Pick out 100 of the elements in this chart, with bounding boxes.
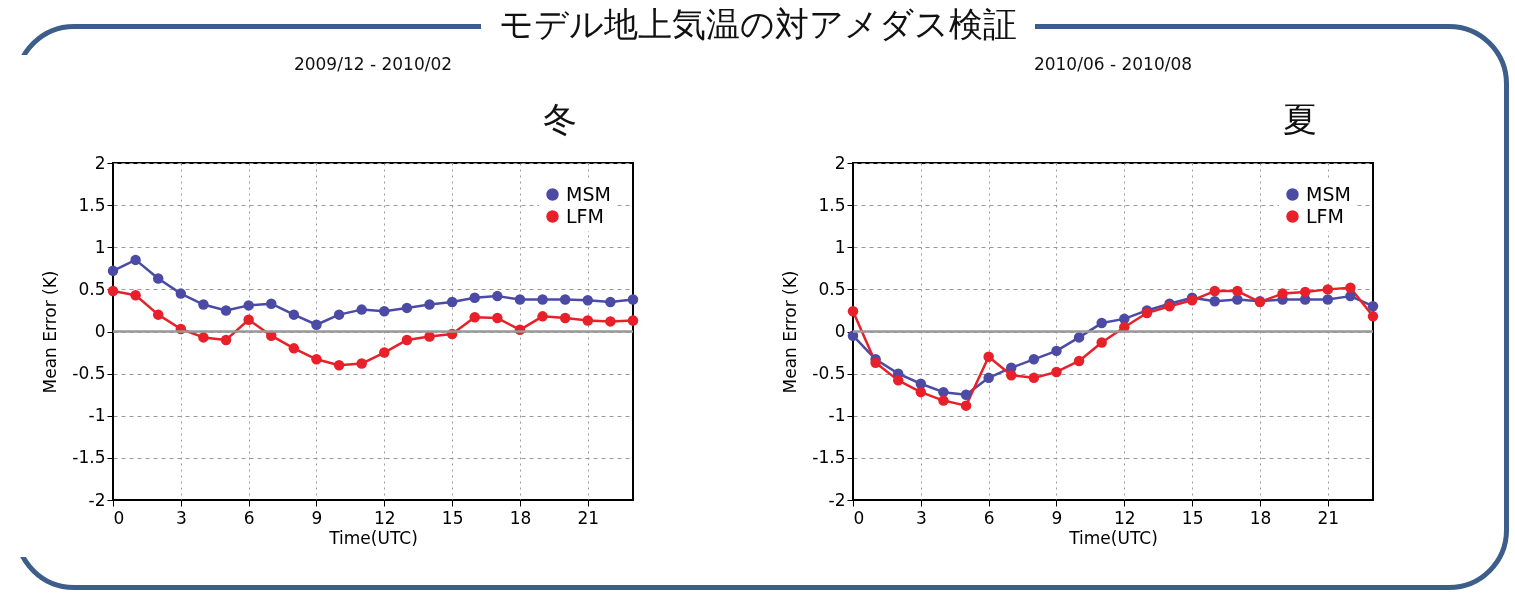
x-tick-label: 3 bbox=[175, 507, 187, 528]
point bbox=[514, 294, 526, 305]
y-tick-label: -1.5 bbox=[812, 447, 846, 468]
y-tick-label: 1 bbox=[94, 236, 106, 257]
point bbox=[537, 311, 548, 322]
x-tick-label: 0 bbox=[113, 507, 125, 528]
y-tick-label: -1 bbox=[88, 405, 106, 426]
y-axis-title: Mean Error (K) bbox=[780, 270, 801, 394]
point bbox=[537, 294, 548, 305]
point bbox=[1073, 332, 1085, 343]
chart-title: 2009/12 - 2010/02 bbox=[293, 54, 453, 74]
point bbox=[1073, 355, 1085, 367]
legend-label: LFM bbox=[566, 204, 604, 227]
point bbox=[130, 290, 141, 301]
point bbox=[333, 359, 345, 371]
point bbox=[1209, 295, 1220, 307]
y-tick-label: 2 bbox=[834, 152, 846, 173]
point bbox=[356, 358, 367, 369]
y-tick-label: 0.5 bbox=[818, 278, 846, 299]
point bbox=[243, 300, 254, 311]
x-tick-label: 18 bbox=[509, 507, 532, 528]
point bbox=[983, 372, 994, 384]
x-tick-label: 12 bbox=[373, 507, 396, 528]
point bbox=[175, 288, 187, 299]
x-tick-label: 18 bbox=[1249, 507, 1272, 528]
point bbox=[356, 304, 367, 315]
point bbox=[1299, 286, 1311, 298]
x-tick-label: 6 bbox=[243, 507, 255, 528]
point bbox=[605, 316, 616, 327]
point bbox=[627, 315, 639, 326]
x-axis-title: Time(UTC) bbox=[328, 527, 418, 548]
point bbox=[1096, 317, 1107, 329]
point bbox=[424, 299, 435, 310]
point bbox=[627, 294, 639, 305]
y-tick-label: 0.5 bbox=[78, 278, 106, 299]
point bbox=[198, 332, 209, 343]
y-tick-label: 1.5 bbox=[818, 194, 846, 215]
point bbox=[1051, 366, 1062, 378]
point bbox=[960, 389, 972, 400]
point bbox=[605, 296, 616, 308]
chart-subtitle: 夏 bbox=[1283, 99, 1318, 139]
point bbox=[1028, 354, 1040, 365]
point bbox=[266, 298, 277, 309]
point bbox=[1096, 337, 1107, 348]
text: モデル地上気温の対アメダス検証 bbox=[480, 4, 1035, 44]
point bbox=[379, 347, 390, 358]
point bbox=[1367, 300, 1379, 312]
point bbox=[1006, 370, 1017, 381]
point bbox=[469, 292, 480, 304]
y-tick-label: 0 bbox=[94, 321, 106, 341]
point bbox=[446, 296, 458, 308]
point bbox=[379, 306, 390, 317]
point bbox=[401, 334, 413, 346]
point bbox=[1232, 285, 1243, 297]
y-tick-label: 0 bbox=[834, 321, 846, 341]
point bbox=[1345, 282, 1356, 293]
y-tick-label: 1.5 bbox=[78, 194, 106, 215]
point bbox=[152, 273, 164, 284]
chart-title: 2010/06 - 2010/08 bbox=[1033, 54, 1193, 74]
legend-label: LFM bbox=[1306, 204, 1344, 227]
point bbox=[1051, 345, 1062, 357]
legend-label: MSM bbox=[1306, 182, 1351, 205]
point bbox=[311, 354, 322, 365]
point bbox=[892, 375, 904, 386]
y-tick-label: -0.5 bbox=[72, 363, 106, 384]
y-tick-label: -1 bbox=[828, 405, 846, 426]
point bbox=[152, 309, 164, 320]
point bbox=[983, 351, 994, 363]
x-tick-label: 6 bbox=[983, 507, 995, 528]
point bbox=[582, 295, 594, 306]
y-tick-label: -2 bbox=[828, 489, 846, 510]
point bbox=[938, 386, 949, 398]
x-tick-label: 15 bbox=[1181, 507, 1204, 528]
legend-label: MSM bbox=[566, 182, 611, 205]
point bbox=[220, 305, 232, 316]
chart-subtitle: 冬 bbox=[543, 99, 578, 139]
point bbox=[960, 400, 972, 411]
point bbox=[401, 302, 413, 314]
y-tick-label: 2 bbox=[94, 152, 106, 173]
x-tick-label: 9 bbox=[311, 507, 323, 528]
point bbox=[492, 290, 503, 302]
y-tick-label: -0.5 bbox=[812, 363, 846, 384]
point bbox=[469, 311, 480, 323]
x-tick-label: 0 bbox=[853, 507, 865, 528]
point bbox=[559, 294, 571, 305]
point bbox=[220, 334, 232, 346]
point bbox=[847, 306, 859, 317]
x-tick-label: 9 bbox=[1051, 507, 1063, 528]
y-tick-label: -1.5 bbox=[72, 447, 106, 468]
x-tick-label: 15 bbox=[441, 507, 464, 528]
y-tick-label: -2 bbox=[88, 489, 106, 510]
point bbox=[198, 299, 209, 310]
y-tick-label: 1 bbox=[834, 236, 846, 257]
x-tick-label: 21 bbox=[1317, 507, 1340, 528]
point bbox=[130, 254, 141, 266]
point bbox=[288, 309, 300, 320]
point bbox=[288, 343, 300, 354]
point bbox=[559, 312, 571, 324]
point bbox=[938, 395, 949, 406]
point bbox=[1277, 288, 1288, 299]
